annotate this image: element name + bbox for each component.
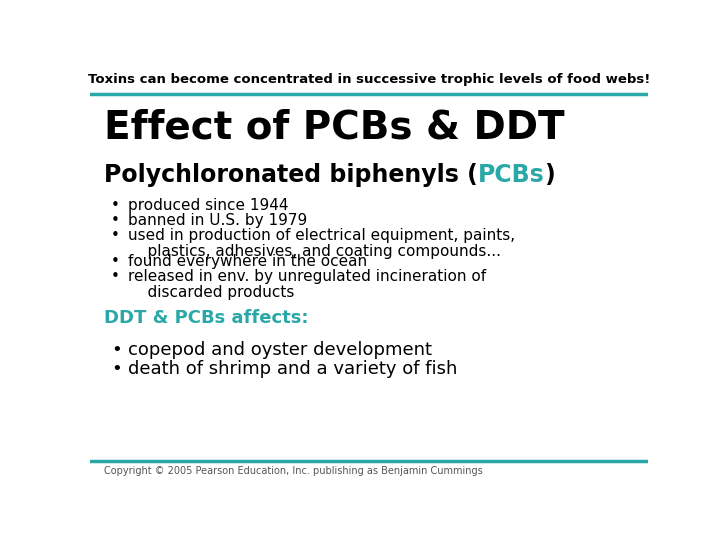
Text: •: • (111, 254, 120, 269)
Text: used in production of electrical equipment, paints,: used in production of electrical equipme… (128, 228, 515, 243)
Text: •: • (111, 198, 120, 213)
Text: plastics, adhesives, and coating compounds...: plastics, adhesives, and coating compoun… (128, 244, 501, 259)
Text: DDT & PCBs affects:: DDT & PCBs affects: (104, 309, 308, 327)
Text: Copyright © 2005 Pearson Education, Inc. publishing as Benjamin Cummings: Copyright © 2005 Pearson Education, Inc.… (104, 467, 482, 476)
Text: released in env. by unregulated incineration of: released in env. by unregulated incinera… (128, 269, 486, 285)
Text: produced since 1944: produced since 1944 (128, 198, 289, 213)
Text: •: • (111, 269, 120, 285)
Text: •: • (111, 228, 120, 243)
Text: Toxins can become concentrated in successive trophic levels of food webs!: Toxins can become concentrated in succes… (88, 73, 650, 86)
Text: •: • (111, 341, 122, 359)
Text: Polychloronated biphenyls (: Polychloronated biphenyls ( (104, 163, 478, 187)
Text: •: • (111, 213, 120, 228)
Text: death of shrimp and a variety of fish: death of shrimp and a variety of fish (128, 360, 457, 378)
Text: found everywhere in the ocean: found everywhere in the ocean (128, 254, 367, 269)
Text: discarded products: discarded products (128, 285, 294, 300)
Text: ): ) (544, 163, 555, 187)
Text: PCBs: PCBs (478, 163, 544, 187)
Text: Effect of PCBs & DDT: Effect of PCBs & DDT (104, 108, 564, 146)
Text: banned in U.S. by 1979: banned in U.S. by 1979 (128, 213, 307, 228)
Text: copepod and oyster development: copepod and oyster development (128, 341, 432, 359)
Text: •: • (111, 360, 122, 378)
